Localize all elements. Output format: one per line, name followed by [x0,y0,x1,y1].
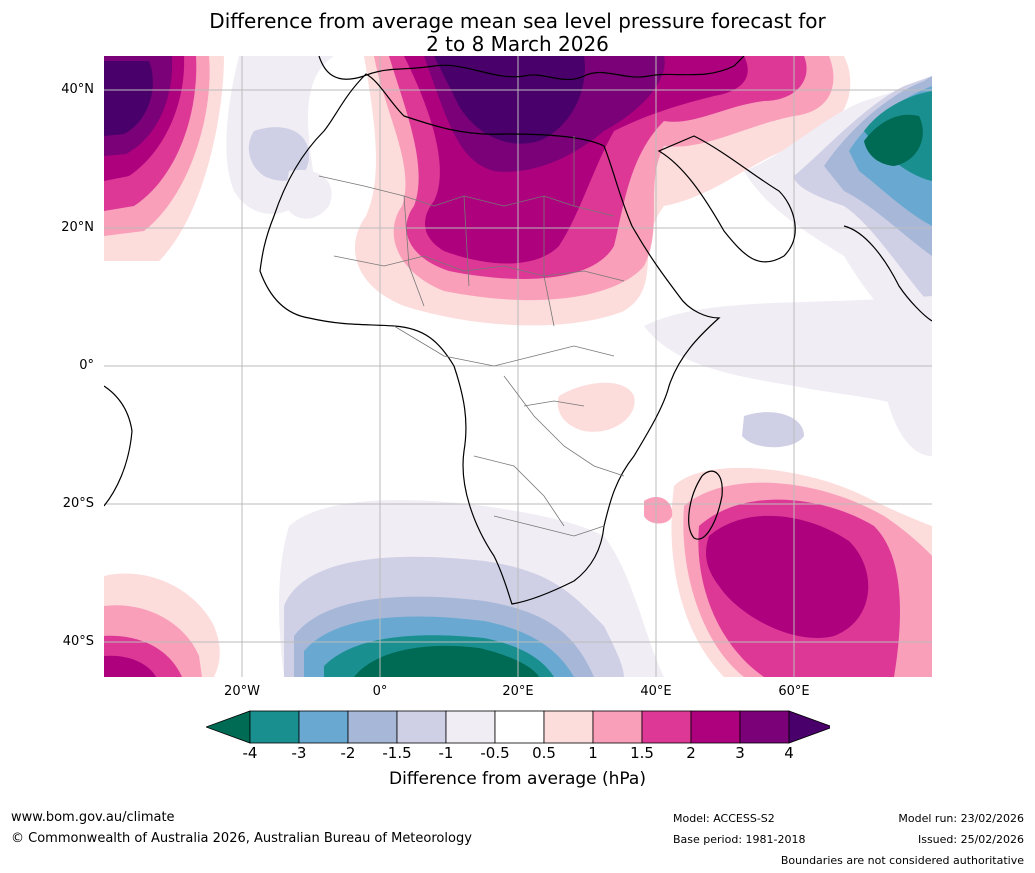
indian-ocean-negative [644,296,932,456]
country-borders [318,136,625,537]
south-america-coastline [104,385,133,507]
map-panel [104,56,932,677]
colorbar-tick-label: -4 [242,744,258,762]
colorbar-tick-label: 4 [784,744,794,762]
colorbar-cell [690,710,741,744]
footer-issued: Issued: 25/02/2026 [917,833,1024,846]
footer-copyright: © Commonwealth of Australia 2026, Austra… [11,831,472,846]
lat-label-20s: 20°S [62,496,94,511]
title-line-1: Difference from average mean sea level p… [209,9,826,33]
colorbar [206,710,830,744]
colorbar-cell [445,710,496,744]
colorbar-tick-label: -2 [340,744,356,762]
nw-africa-negative [226,56,334,219]
colorbar-cell [347,710,398,744]
footer-website: www.bom.gov.au/climate [11,810,175,825]
colorbar-label: Difference from average (hPa) [389,769,646,789]
footer-model: Model: ACCESS-S2 [673,812,775,825]
map-svg [104,56,932,677]
colorbar-tick-label: -1 [438,744,454,762]
africa-coastline [259,73,721,605]
lon-label-0: 0° [372,684,388,699]
colorbar-cell [298,710,349,744]
coastlines [104,56,932,605]
north-africa-high [354,56,851,326]
chart-title: Difference from average mean sea level p… [0,10,1035,56]
india-coastline [843,225,932,322]
footer-disclaimer: Boundaries are not considered authoritat… [780,854,1024,867]
colorbar-extend-min [206,710,251,744]
colorbar-tick-label: 2 [686,744,696,762]
east-africa-positive [557,382,635,432]
sw-atlantic-high [104,573,220,677]
colorbar-tick-label: 1.5 [630,744,654,762]
lon-label-20e: 20°E [502,684,534,699]
title-line-2: 2 to 8 March 2026 [426,32,609,56]
lon-label-40e: 40°E [640,684,672,699]
colorbar-cell [543,710,594,744]
colorbar-cell [494,710,545,744]
lat-label-0: 0° [79,358,94,373]
colorbar-cell [396,710,447,744]
lon-label-20w: 20°W [224,684,260,699]
arabia-india-low [744,76,932,356]
madagascar-coastline [688,470,723,540]
colorbar-extend-max [788,710,830,744]
footer-base-period: Base period: 1981-2018 [673,833,806,846]
colorbar-tick-label: 3 [735,744,745,762]
colorbar-tick-label: -1.5 [382,744,412,762]
south-atlantic-low [279,500,664,677]
colorbar-cells [206,710,830,744]
colorbar-tick-label: 1 [588,744,598,762]
lat-label-40s: 40°S [62,634,94,649]
colorbar-tick-label: -3 [291,744,307,762]
colorbar-tick-label: -0.5 [480,744,510,762]
lat-label-40n: 40°N [61,82,94,97]
graticule [104,56,932,677]
colorbar-cell [739,710,790,744]
lon-label-60e: 60°E [778,684,810,699]
nw-atlantic-high [104,56,224,261]
footer-model-run: Model run: 23/02/2026 [898,812,1024,825]
europe-coastline [318,56,745,81]
arabia-coastline [657,135,796,263]
colorbar-cell [641,710,692,744]
colorbar-cell [249,710,300,744]
colorbar-tick-label: 0.5 [532,744,556,762]
colorbar-cell [592,710,643,744]
lat-label-20n: 20°N [61,220,94,235]
sw-indian-high [644,467,932,677]
